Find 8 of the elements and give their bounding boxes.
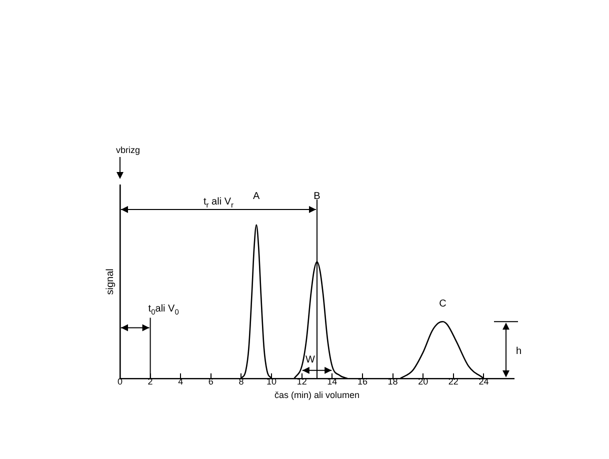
y-axis-title: signal bbox=[104, 268, 116, 295]
text: vbrizg bbox=[116, 145, 140, 155]
text: A bbox=[253, 190, 260, 202]
x-axis-title: čas (min) ali volumen bbox=[274, 390, 360, 400]
annotation: W bbox=[306, 354, 316, 366]
text: h bbox=[516, 346, 522, 358]
annotation: C bbox=[439, 298, 446, 310]
text: B bbox=[314, 190, 321, 202]
